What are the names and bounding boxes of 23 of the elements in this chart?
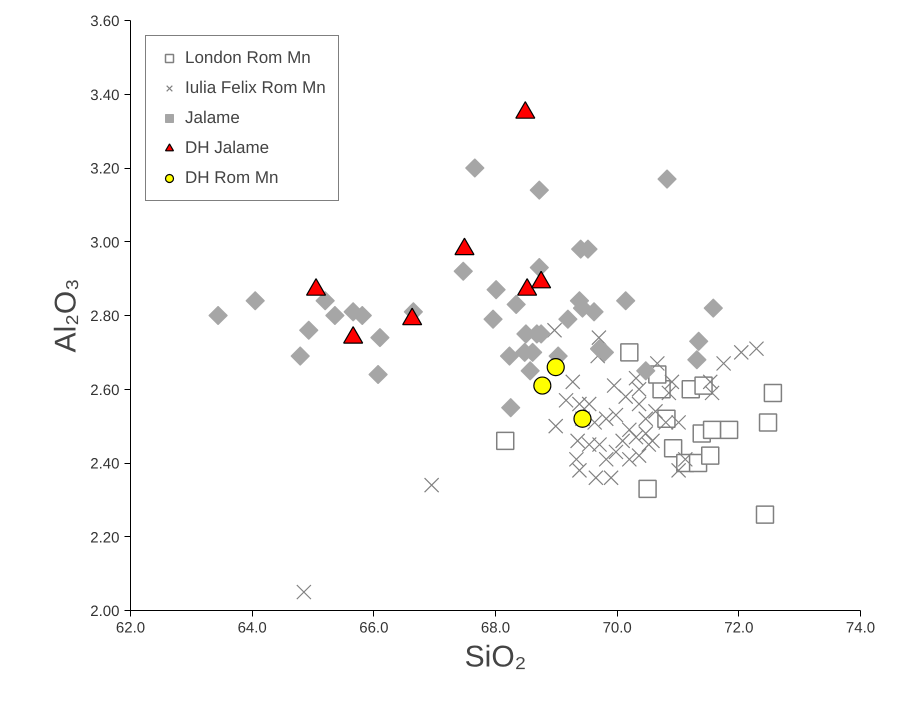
y-tick-label: 3.40: [90, 86, 120, 104]
y-tick-label: 3.00: [90, 234, 120, 252]
y-tick-label: 2.40: [90, 456, 120, 472]
y-tick-label: 2.80: [90, 308, 120, 325]
legend-label: DH Jalame: [185, 138, 270, 158]
x-tick-label: 74.0: [846, 620, 876, 636]
y-tick-label: 2.60: [90, 382, 120, 399]
legend-label: Jalame: [185, 108, 240, 128]
x-tick-label: 72.0: [724, 620, 754, 636]
y-tick-label: 3.60: [90, 13, 120, 30]
legend-label: DH Rom Mn: [185, 168, 279, 188]
x-tick-label: 68.0: [480, 620, 510, 636]
y-tick-label: 2.00: [90, 603, 120, 620]
y-axis-title: Al₂O₃: [49, 278, 82, 352]
y-tick-label: 3.20: [90, 160, 120, 178]
legend-label: Iulia Felix Rom Mn: [185, 78, 326, 98]
x-tick-label: 64.0: [238, 620, 267, 636]
x-tick-label: 66.0: [359, 620, 388, 636]
y-tick-label: 2.20: [90, 529, 120, 546]
legend-label: London Rom Mn: [185, 48, 311, 68]
x-tick-label: 70.0: [602, 620, 632, 636]
x-tick-label: 62.0: [116, 620, 146, 636]
x-axis-title: SiO₂: [464, 640, 526, 674]
